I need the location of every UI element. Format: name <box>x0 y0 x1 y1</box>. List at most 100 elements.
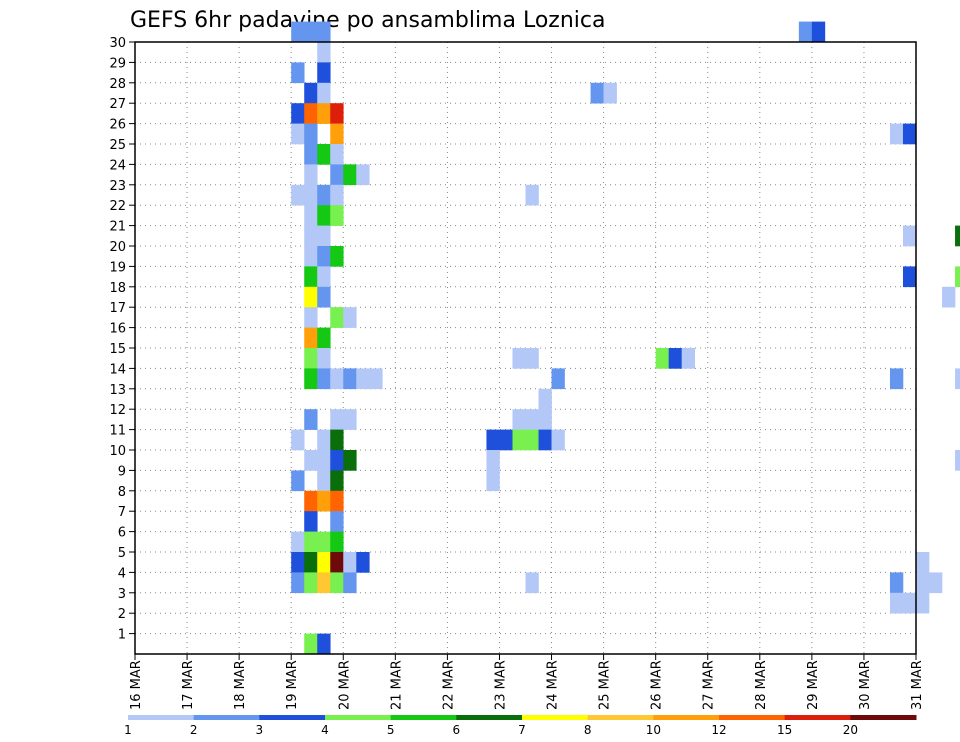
x-tick-label: 29 MAR <box>806 660 821 710</box>
scale-label: 4 <box>321 723 329 737</box>
y-tick-label: 21 <box>109 220 126 235</box>
heatmap-cell <box>889 368 904 390</box>
y-tick-label: 16 <box>109 322 126 337</box>
scale-swatch <box>719 715 786 720</box>
heatmap-cell <box>317 348 331 369</box>
heatmap-cell <box>330 184 344 206</box>
scale-swatch <box>522 715 589 720</box>
heatmap-cell <box>889 572 904 594</box>
y-tick-label: 19 <box>109 260 126 275</box>
heatmap-cell <box>304 348 318 369</box>
heatmap-cell <box>343 450 357 471</box>
heatmap-cell <box>486 450 500 471</box>
heatmap-cell <box>369 368 383 390</box>
heatmap-cell <box>889 123 904 145</box>
y-tick-label: 14 <box>109 362 126 377</box>
scale-label: 7 <box>518 723 526 737</box>
heatmap-cell <box>291 184 305 206</box>
heatmap-cell <box>330 450 344 471</box>
x-tick-label: 23 MAR <box>493 660 508 710</box>
y-tick-label: 2 <box>118 607 126 622</box>
heatmap-cell <box>304 572 318 594</box>
y-tick-label: 26 <box>109 118 126 133</box>
heatmap-cell <box>317 531 331 553</box>
heatmap-cell <box>317 450 331 471</box>
y-tick-label: 22 <box>109 199 126 214</box>
heatmap-cell <box>916 572 930 594</box>
heatmap-cell <box>343 307 357 328</box>
scale-label: 3 <box>256 723 264 737</box>
heatmap-cell <box>304 82 318 104</box>
y-tick-label: 1 <box>118 628 126 643</box>
heatmap-cell <box>304 490 318 512</box>
heatmap-cell <box>655 348 669 369</box>
heatmap-cell <box>486 429 500 451</box>
scale-label: 5 <box>387 723 395 737</box>
heatmap-cell <box>291 21 305 43</box>
heatmap-cell <box>525 429 539 451</box>
heatmap-cell <box>512 429 526 451</box>
heatmap-cell <box>330 429 344 451</box>
heatmap-cell <box>330 552 344 573</box>
y-tick-label: 6 <box>118 526 126 541</box>
heatmap-cell <box>317 266 331 288</box>
heatmap-cell <box>512 348 526 369</box>
y-tick-label: 3 <box>118 587 126 602</box>
heatmap-cell <box>304 184 318 206</box>
heatmap-cell <box>343 409 357 430</box>
heatmap-cell <box>343 368 357 390</box>
y-tick-label: 18 <box>109 281 126 296</box>
scale-label: 15 <box>777 723 792 737</box>
x-tick-label: 17 MAR <box>181 660 196 710</box>
heatmap-cell <box>590 82 604 104</box>
color-scale-bar: 1 2 3 4 5 6 7 8 10 12 15 20 <box>124 715 917 737</box>
heatmap-cell <box>902 592 917 614</box>
scale-swatch <box>390 715 457 720</box>
heatmap-cell <box>317 470 331 492</box>
heatmap-cell <box>330 246 344 267</box>
y-tick-label: 7 <box>118 505 126 520</box>
heatmap-cell <box>330 490 344 512</box>
heatmap-cell <box>304 633 318 655</box>
heatmap-cell <box>304 246 318 267</box>
heatmap-cell <box>317 633 331 655</box>
heatmap-cell <box>955 225 960 247</box>
heatmap-cell <box>317 429 331 451</box>
heatmap-cell <box>317 184 331 206</box>
x-tick-label: 27 MAR <box>702 660 717 710</box>
heatmap-cell <box>330 164 344 186</box>
heatmap-cell <box>317 62 331 84</box>
heatmap-cell <box>291 62 305 84</box>
heatmap-cell <box>291 572 305 594</box>
x-tick-label: 19 MAR <box>285 660 300 710</box>
heatmap-cell <box>356 552 370 573</box>
heatmap-cell <box>291 123 305 145</box>
heatmap-cell <box>330 511 344 532</box>
heatmap-cell <box>304 123 318 145</box>
heatmap-cell <box>525 572 539 594</box>
heatmap-cell <box>317 42 331 63</box>
heatmap-cell <box>317 490 331 512</box>
x-tick-label: 26 MAR <box>650 660 665 710</box>
heatmap-cell <box>330 572 344 594</box>
heatmap-cell <box>291 531 305 553</box>
y-tick-label: 13 <box>109 383 126 398</box>
heatmap-cell <box>304 266 318 288</box>
scale-label: 6 <box>453 723 461 737</box>
heatmap-cell <box>902 266 917 288</box>
heatmap-cell <box>538 388 552 410</box>
heatmap-cell <box>330 103 344 124</box>
heatmap-cell <box>317 286 331 308</box>
y-tick-label: 24 <box>109 158 126 173</box>
x-tick-label: 16 MAR <box>129 660 144 710</box>
heatmap-cell <box>304 409 318 430</box>
heatmap-cell <box>499 429 513 451</box>
x-axis: 16 MAR 17 MAR 18 MAR 19 MAR 20 MAR 21 MAR 22 M… <box>129 654 925 710</box>
heatmap-cell <box>551 368 565 390</box>
heatmap-cell <box>538 409 552 430</box>
x-tick-label: 22 MAR <box>441 660 456 710</box>
chart-title: GEFS 6hr padavine po ansamblima Loznica <box>130 8 605 33</box>
heatmap-cell <box>304 327 318 349</box>
heatmap-cell <box>330 144 344 165</box>
